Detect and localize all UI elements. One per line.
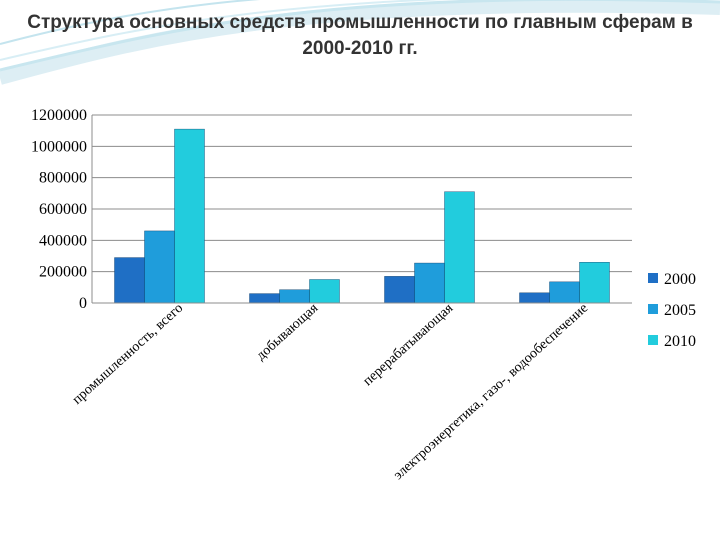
bar-2005-3 bbox=[414, 262, 445, 304]
y-tick-label: 1200000 bbox=[31, 107, 87, 124]
bar-2000-4 bbox=[519, 292, 550, 304]
legend-swatch-2000 bbox=[648, 273, 658, 283]
slide-title: Структура основных средств промышленност… bbox=[27, 12, 693, 59]
category-label: перерабатывающая bbox=[361, 300, 457, 389]
legend-label: 2005 bbox=[664, 302, 696, 319]
bar-2005-4 bbox=[549, 281, 580, 304]
category-label: добывающая bbox=[254, 300, 322, 363]
decorative-swoosh bbox=[0, 0, 720, 85]
bar-2005-2 bbox=[279, 289, 310, 304]
bar-2010-2 bbox=[309, 279, 340, 304]
bar-2000-1 bbox=[114, 257, 145, 304]
bar-2000-3 bbox=[384, 276, 415, 304]
legend-swatch-2005 bbox=[648, 304, 658, 314]
y-tick-label: 800000 bbox=[39, 170, 87, 187]
y-tick-label: 400000 bbox=[39, 232, 87, 249]
bar-2010-4 bbox=[579, 262, 610, 304]
legend-swatch-2010 bbox=[648, 335, 658, 345]
bar-2010-3 bbox=[444, 191, 475, 304]
y-tick-label: 1000000 bbox=[31, 138, 87, 155]
bar-2005-1 bbox=[144, 230, 175, 304]
y-tick-label: 0 bbox=[79, 295, 87, 312]
bar-2000-2 bbox=[249, 293, 280, 304]
category-label: промышленность, всего bbox=[70, 301, 186, 408]
legend-label: 2010 bbox=[664, 333, 696, 350]
y-tick-label: 200000 bbox=[39, 264, 87, 281]
bar-2010-1 bbox=[174, 128, 205, 304]
legend-label: 2000 bbox=[664, 271, 696, 288]
y-tick-label: 600000 bbox=[39, 201, 87, 218]
